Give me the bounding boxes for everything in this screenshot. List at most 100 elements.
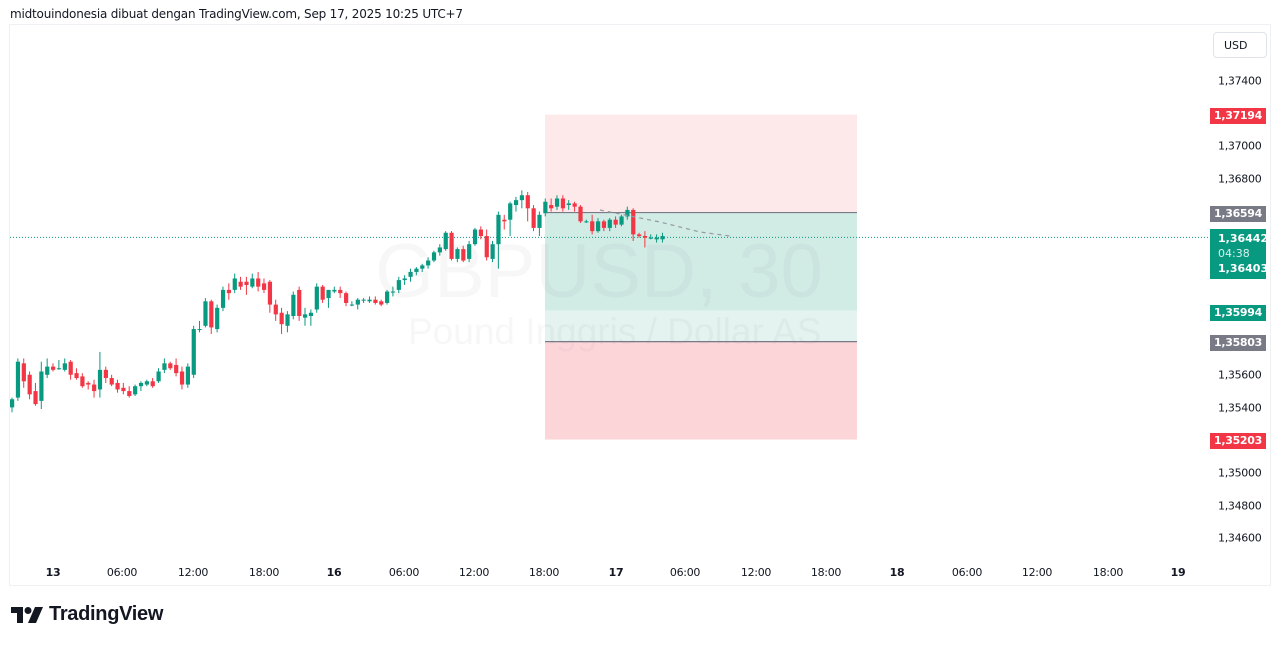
candle-body <box>103 369 108 379</box>
last-price-value: 1,36442 <box>1218 232 1269 245</box>
candle-body <box>138 382 144 387</box>
candle-body <box>244 281 249 285</box>
candle-body <box>496 214 501 245</box>
take-profit-tag: 1,37194 <box>1210 108 1266 124</box>
candle-body <box>349 304 355 306</box>
candle-body <box>455 249 460 259</box>
candle-body <box>232 278 237 290</box>
watermark-description: Pound Inggris / Dollar AS <box>408 311 822 352</box>
candle-body <box>144 381 149 385</box>
candle-body <box>314 286 319 310</box>
candle-body <box>531 208 536 228</box>
candle-body <box>654 237 659 240</box>
candle-body <box>607 219 612 228</box>
candle-body <box>156 371 161 382</box>
price-tick: 1,35000 <box>1218 466 1262 480</box>
candle-body <box>150 381 155 387</box>
candle-body <box>250 278 255 287</box>
candle-body <box>660 236 665 240</box>
candle-body <box>261 283 267 290</box>
stop-loss-tag: 1,35203 <box>1210 433 1266 449</box>
candle-body <box>467 244 472 259</box>
candle-body <box>367 299 372 302</box>
candle-body <box>431 252 437 261</box>
watermark-symbol: GBPUSD, 30 <box>375 229 823 314</box>
price-tick: 1,37400 <box>1218 74 1262 88</box>
candle-body <box>162 363 167 370</box>
candle-body <box>344 293 349 303</box>
candle-body <box>27 374 32 395</box>
time-tick: 13 <box>45 566 61 579</box>
candle-body <box>631 209 636 235</box>
candle-body <box>86 382 91 385</box>
candle-body <box>566 203 571 206</box>
candle-body <box>484 236 489 258</box>
candle-body <box>490 244 495 259</box>
candle-body <box>92 384 97 392</box>
attribution-header: midtouindonesia dibuat dengan TradingVie… <box>10 7 463 21</box>
candle-body <box>308 312 314 317</box>
candle-body <box>56 368 62 370</box>
candle-body <box>554 198 560 207</box>
level-tag-green: 1,35994 <box>1210 305 1266 321</box>
candle-body <box>572 203 577 207</box>
candle-body <box>519 195 525 201</box>
candle-body <box>39 371 44 401</box>
candle-body <box>396 280 401 290</box>
time-tick: 18:00 <box>248 566 280 579</box>
candle-body <box>80 376 85 387</box>
candle-body <box>109 378 114 385</box>
candle-body <box>273 304 278 315</box>
currency-button[interactable]: USD <box>1213 32 1267 58</box>
time-tick: 18:00 <box>810 566 842 579</box>
candle-body <box>33 391 38 405</box>
candle-body <box>385 291 390 303</box>
candle-body <box>355 299 360 305</box>
target-level-tag: 1,36594 <box>1210 206 1266 222</box>
candle-body <box>637 234 642 237</box>
time-tick: 12:00 <box>1021 566 1053 579</box>
candle-body <box>502 219 507 222</box>
time-axis[interactable]: 13 06:00 12:00 18:00 16 06:00 12:00 18:00 17 06:0… <box>10 560 1200 585</box>
candle-body <box>291 294 296 317</box>
candle-body <box>256 278 261 287</box>
candle-countdown: 04:38 <box>1218 247 1250 260</box>
candle-body <box>45 366 50 375</box>
candle-body <box>74 373 79 379</box>
candle-body <box>584 221 589 223</box>
candle-body <box>478 229 483 237</box>
candle-body <box>601 221 607 228</box>
candle-body <box>203 301 208 326</box>
candle-body <box>408 271 413 277</box>
profit-zone-light <box>545 310 857 342</box>
candle-body <box>10 399 15 408</box>
candle-body <box>449 232 454 259</box>
candle-body <box>97 369 103 390</box>
candle-body <box>326 289 331 299</box>
candle-body <box>220 289 226 308</box>
time-tick: 12:00 <box>177 566 209 579</box>
time-tick: 18:00 <box>528 566 560 579</box>
tradingview-logo-icon <box>11 606 43 623</box>
candle-body <box>461 249 466 261</box>
candle-body <box>174 364 179 374</box>
candle-body <box>508 203 513 220</box>
candle-body <box>209 301 214 328</box>
candle-body <box>51 366 56 370</box>
candle-body <box>619 216 624 225</box>
candle-body <box>320 286 325 300</box>
tradingview-logo[interactable]: TradingView <box>11 603 163 626</box>
candle-body <box>590 221 595 232</box>
price-tick: 1,35400 <box>1218 401 1262 415</box>
candle-body <box>133 386 138 395</box>
candle-body <box>578 206 583 222</box>
candle-body <box>543 201 548 214</box>
projection-path <box>599 209 731 237</box>
candle-body <box>21 363 26 382</box>
candle-body <box>62 363 67 370</box>
time-tick: 16 <box>326 566 342 579</box>
candle-body <box>443 232 448 250</box>
candle-body <box>332 289 337 292</box>
candle-body <box>613 219 618 225</box>
